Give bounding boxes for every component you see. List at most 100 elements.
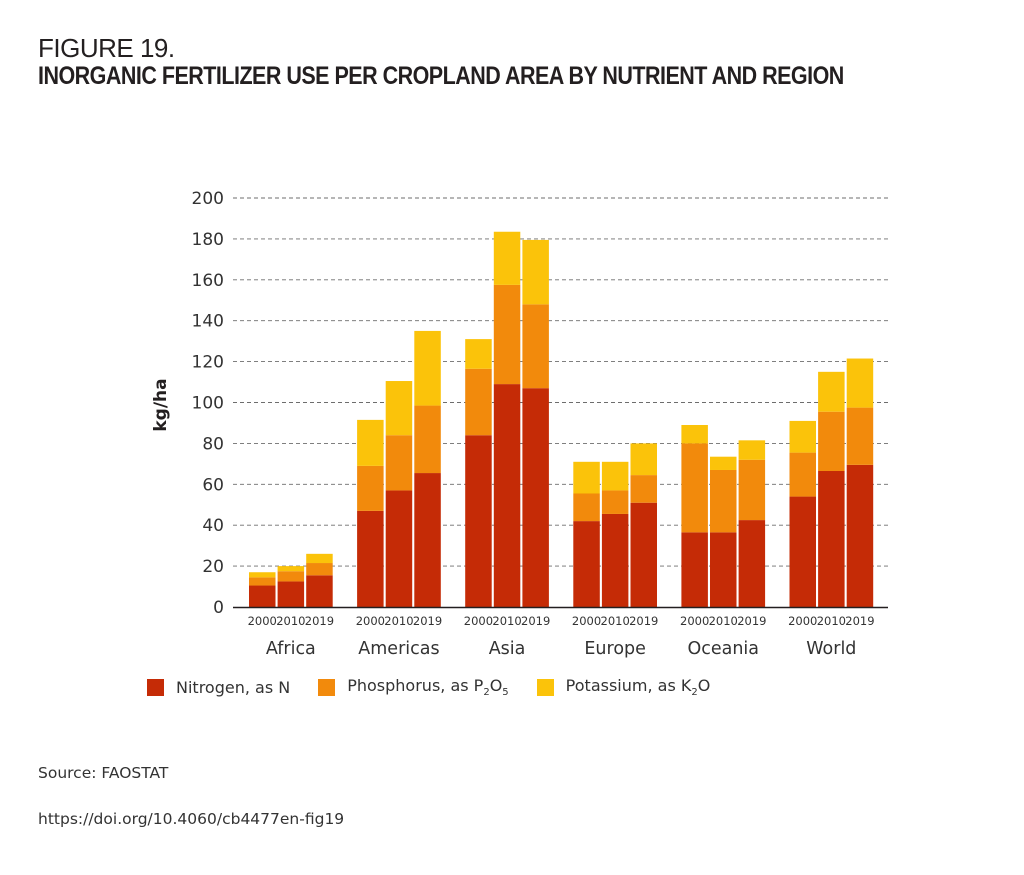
x-group-label-asia: Asia — [489, 639, 526, 659]
legend-item-phosphorus: Phosphorus, as P2O5 — [318, 676, 509, 698]
bar-segment-world-2000-potassium — [789, 420, 816, 453]
bar-segment-africa-2019-potassium — [306, 553, 333, 564]
x-tick-year-label: 2000 — [788, 614, 817, 628]
bar-segment-asia-2019-phosphorus — [522, 304, 549, 389]
x-tick-year-label: 2019 — [521, 614, 550, 628]
bar-segment-asia-2010-phosphorus — [493, 284, 521, 385]
y-tick-label: 200 — [192, 189, 224, 209]
y-tick-label: 180 — [192, 230, 224, 250]
legend-label-potassium: Potassium, as K2O — [565, 676, 711, 698]
bar-segment-oceania-2000-potassium — [681, 424, 708, 444]
x-tick-year-label: 2010 — [276, 614, 305, 628]
legend-swatch-phosphorus — [318, 678, 336, 696]
bar-segment-oceania-2010-phosphorus — [710, 469, 737, 533]
x-tick-year-label: 2000 — [680, 614, 709, 628]
x-tick-year-label: 2010 — [601, 614, 630, 628]
bar-segment-africa-2019-nitrogen — [306, 575, 333, 607]
bar-segment-oceania-2019-potassium — [738, 440, 766, 460]
bar-segment-world-2019-phosphorus — [846, 407, 874, 465]
bar-segment-africa-2000-nitrogen — [249, 585, 276, 607]
y-tick-label: 120 — [192, 353, 224, 373]
x-tick-year-label: 2019 — [629, 614, 658, 628]
bar-segment-oceania-2000-phosphorus — [681, 443, 708, 533]
bar-segment-africa-2010-phosphorus — [277, 571, 305, 582]
x-tick-year-label: 2010 — [709, 614, 738, 628]
x-tick-year-label: 2010 — [492, 614, 521, 628]
bar-segment-oceania-2019-nitrogen — [738, 520, 766, 607]
bar-segment-world-2000-nitrogen — [789, 496, 816, 607]
y-tick-label: 60 — [202, 475, 224, 495]
legend-item-nitrogen: Nitrogen, as N — [147, 678, 290, 697]
figure-label: FIGURE 19. — [38, 33, 175, 63]
bar-segment-americas-2010-potassium — [385, 381, 413, 436]
y-tick-label: 0 — [213, 598, 224, 618]
source-note: Source: FAOSTAT — [38, 764, 169, 782]
y-tick-label: 40 — [202, 516, 224, 536]
bars — [249, 231, 874, 607]
x-tick-year-label: 2000 — [572, 614, 601, 628]
x-group-label-africa: Africa — [266, 639, 316, 659]
bar-segment-world-2000-phosphorus — [789, 452, 816, 497]
bar-segment-europe-2019-potassium — [630, 443, 657, 476]
x-group-label-europe: Europe — [584, 639, 646, 659]
legend-swatch-nitrogen — [147, 678, 164, 696]
x-tick-year-label: 2019 — [737, 614, 766, 628]
figure-title: INORGANIC FERTILIZER USE PER CROPLAND AR… — [38, 62, 844, 90]
y-tick-label: 20 — [202, 557, 224, 577]
bar-segment-world-2010-phosphorus — [818, 411, 845, 472]
x-group-label-oceania: Oceania — [687, 639, 759, 659]
bar-segment-europe-2010-phosphorus — [601, 490, 629, 514]
bar-segment-asia-2010-potassium — [493, 231, 521, 285]
bar-segment-asia-2010-nitrogen — [493, 384, 521, 607]
bar-segment-americas-2019-phosphorus — [414, 405, 441, 474]
y-tick-label: 100 — [192, 394, 224, 414]
bar-segment-oceania-2000-nitrogen — [681, 532, 708, 607]
bar-segment-asia-2000-potassium — [465, 339, 492, 369]
x-tick-year-label: 2010 — [817, 614, 846, 628]
y-axis-ticks: 0 20 40 60 80 100 120 140 160 180 200 — [192, 189, 224, 618]
bar-segment-europe-2000-phosphorus — [573, 493, 600, 522]
bar-segment-europe-2000-nitrogen — [573, 521, 600, 607]
bar-segment-world-2010-potassium — [818, 371, 845, 412]
legend-label-phosphorus: Phosphorus, as P2O5 — [347, 676, 509, 698]
y-tick-label: 140 — [192, 312, 224, 332]
bar-segment-oceania-2010-nitrogen — [710, 532, 737, 607]
bar-segment-americas-2000-nitrogen — [357, 510, 384, 607]
bar-segment-americas-2010-phosphorus — [385, 435, 413, 491]
bar-segment-europe-2000-potassium — [573, 461, 600, 494]
doi-link[interactable]: https://doi.org/10.4060/cb4477en-fig19 — [38, 810, 345, 828]
x-group-label-world: World — [806, 639, 856, 659]
bar-segment-europe-2010-potassium — [601, 461, 629, 491]
legend-label-nitrogen: Nitrogen, as N — [176, 677, 291, 697]
bar-segment-africa-2000-phosphorus — [249, 577, 276, 586]
bar-segment-africa-2000-potassium — [249, 572, 276, 578]
bar-segment-world-2019-potassium — [846, 358, 874, 408]
x-tick-year-label: 2010 — [384, 614, 413, 628]
bar-segment-americas-2019-potassium — [414, 330, 441, 406]
bar-segment-oceania-2010-potassium — [710, 456, 737, 470]
bar-segment-world-2019-nitrogen — [846, 464, 874, 607]
bar-segment-americas-2000-phosphorus — [357, 465, 384, 511]
bar-segment-world-2010-nitrogen — [818, 471, 845, 607]
y-axis-label: kg/ha — [151, 378, 171, 431]
bar-segment-asia-2019-nitrogen — [522, 388, 549, 607]
x-tick-year-label: 2000 — [248, 614, 277, 628]
bar-segment-asia-2019-potassium — [522, 239, 549, 305]
bar-segment-europe-2019-nitrogen — [630, 502, 657, 607]
bar-segment-oceania-2019-phosphorus — [738, 459, 766, 521]
legend-item-potassium: Potassium, as K2O — [536, 676, 711, 698]
bar-segment-africa-2010-potassium — [277, 566, 305, 572]
bar-segment-americas-2000-potassium — [357, 419, 384, 466]
y-tick-label: 80 — [202, 434, 224, 454]
bar-segment-europe-2019-phosphorus — [630, 475, 657, 503]
x-tick-year-label: 2000 — [464, 614, 493, 628]
x-tick-year-label: 2019 — [413, 614, 442, 628]
x-group-label-americas: Americas — [358, 639, 439, 659]
bar-segment-europe-2010-nitrogen — [601, 513, 629, 607]
bar-segment-africa-2019-phosphorus — [306, 563, 333, 576]
y-tick-label: 160 — [192, 271, 224, 291]
x-tick-year-label: 2000 — [356, 614, 385, 628]
legend: Nitrogen, as N Phosphorus, as P2O5 Potas… — [147, 676, 738, 698]
